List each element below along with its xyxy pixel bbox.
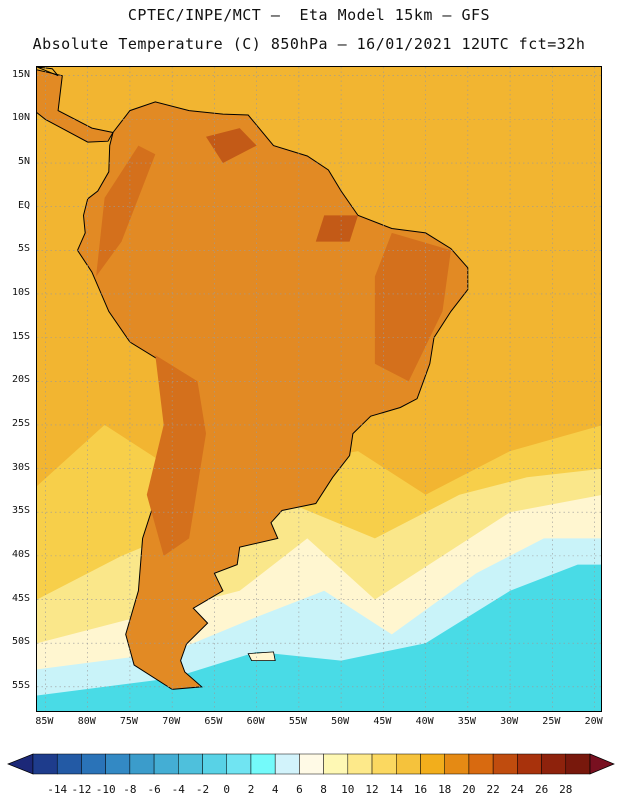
colorbar-tick-label: -4: [171, 783, 185, 796]
lon-tick-label: 75W: [119, 716, 138, 727]
lon-tick-label: 20W: [584, 716, 603, 727]
colorbar-tick-label: -10: [95, 783, 116, 796]
lat-tick-label: 55S: [11, 679, 30, 691]
colorbar-high-arrow: [589, 753, 615, 775]
colorbar-swatch: [226, 753, 252, 775]
colorbar-swatch: [541, 753, 567, 775]
colorbar-tick-label: 14: [389, 783, 403, 796]
lon-tick-label: 55W: [288, 716, 307, 727]
colorbar-tick-label: 10: [341, 783, 355, 796]
colorbar-swatch: [32, 753, 58, 775]
lon-tick-label: 65W: [204, 716, 223, 727]
falklands-islands: [247, 651, 276, 661]
colorbar-tick-label: 24: [510, 783, 524, 796]
colorbar-swatch: [347, 753, 373, 775]
venezuela-hot-zone: [206, 128, 257, 163]
colorbar-swatch: [250, 753, 276, 775]
lat-tick-label: 40S: [11, 548, 30, 560]
lon-tick-label: 70W: [162, 716, 181, 727]
colorbar-swatch: [444, 753, 470, 775]
colorbar-swatch: [153, 753, 179, 775]
lat-tick-label: 25S: [11, 417, 30, 429]
lon-tick-label: 50W: [331, 716, 350, 727]
colorbar-swatch: [420, 753, 445, 775]
central-america-coast: [37, 67, 59, 77]
colorbar-swatch: [396, 753, 421, 775]
lat-tick-label: 35S: [11, 505, 30, 517]
lat-tick-label: 15S: [11, 330, 30, 342]
colorbar-low-arrow: [7, 753, 34, 775]
colorbar-tick-label: -2: [195, 783, 210, 796]
para-hot-zone: [315, 215, 358, 242]
colorbar-swatch: [129, 753, 155, 775]
colorbar-tick-label: 12: [365, 783, 379, 796]
lat-tick-label: EQ: [17, 199, 30, 211]
lat-tick-label: 45S: [11, 592, 30, 604]
lon-tick-label: 35W: [457, 716, 476, 727]
colorbar-swatch: [81, 753, 106, 775]
map-panel: [36, 66, 602, 712]
colorbar-swatch: [565, 753, 591, 775]
colorbar-tick-label: 6: [296, 783, 303, 796]
temperature-map: [37, 67, 601, 711]
ocean-coldest-band: [37, 564, 601, 711]
andes-north-hot-zone: [96, 145, 156, 277]
colorbar-tick-label: -12: [71, 783, 92, 796]
colorbar-tick-label: -14: [47, 783, 68, 796]
colorbar-tick-label: 16: [413, 783, 428, 796]
lat-tick-label: 5S: [17, 243, 30, 255]
map-title-line1: CPTEC/INPE/MCT – Eta Model 15km – GFS: [127, 6, 491, 24]
colorbar-swatch: [56, 753, 82, 775]
colorbar-swatch: [299, 753, 324, 775]
colorbar-tick-label: 26: [534, 783, 549, 796]
colorbar-tick-label: 8: [320, 783, 327, 796]
colorbar-tick-label: 2: [247, 783, 255, 796]
colorbar-tick-label: -8: [123, 783, 137, 796]
colorbar-tick-label: 18: [438, 783, 452, 796]
colorbar-tick-label: 20: [462, 783, 476, 796]
colorbar-tick-label: 28: [559, 783, 573, 796]
northeast-brazil-hot-zone: [374, 232, 451, 382]
central-america-land: [37, 69, 114, 143]
lat-tick-label: 30S: [11, 461, 30, 473]
colorbar-swatch: [371, 753, 397, 775]
lon-tick-label: 25W: [542, 716, 561, 727]
lon-tick-label: 60W: [246, 716, 265, 727]
lon-tick-label: 45W: [373, 716, 392, 727]
colorbar: [7, 753, 615, 775]
colorbar-tick-label: 0: [223, 783, 230, 796]
colorbar-swatch: [178, 753, 203, 775]
lat-tick-label: 10N: [11, 112, 30, 124]
colorbar-swatch: [274, 753, 300, 775]
colorbar-swatch: [202, 753, 227, 775]
lat-tick-label: 5N: [17, 156, 30, 167]
colorbar-tick-label: 22: [486, 783, 500, 796]
colorbar-swatch: [105, 753, 131, 775]
map-title-line2: Absolute Temperature (C) 850hPa – 16/01/…: [32, 35, 586, 53]
lon-tick-label: 85W: [35, 716, 54, 727]
lon-tick-label: 40W: [415, 716, 434, 727]
colorbar-swatch: [492, 753, 518, 775]
colorbar-swatch: [323, 753, 349, 775]
lat-tick-label: 50S: [11, 636, 30, 648]
lat-tick-label: 15N: [11, 68, 30, 80]
colorbar-tick-label: -6: [147, 783, 161, 796]
lat-tick-label: 20S: [11, 374, 30, 386]
lat-tick-label: 10S: [11, 287, 30, 298]
colorbar-swatch: [468, 753, 494, 775]
andes-south-hot-zone: [146, 355, 206, 556]
lon-tick-label: 80W: [77, 716, 96, 727]
lon-tick-label: 30W: [500, 716, 519, 727]
colorbar-swatch: [517, 753, 542, 775]
colorbar-tick-label: 4: [271, 783, 279, 796]
